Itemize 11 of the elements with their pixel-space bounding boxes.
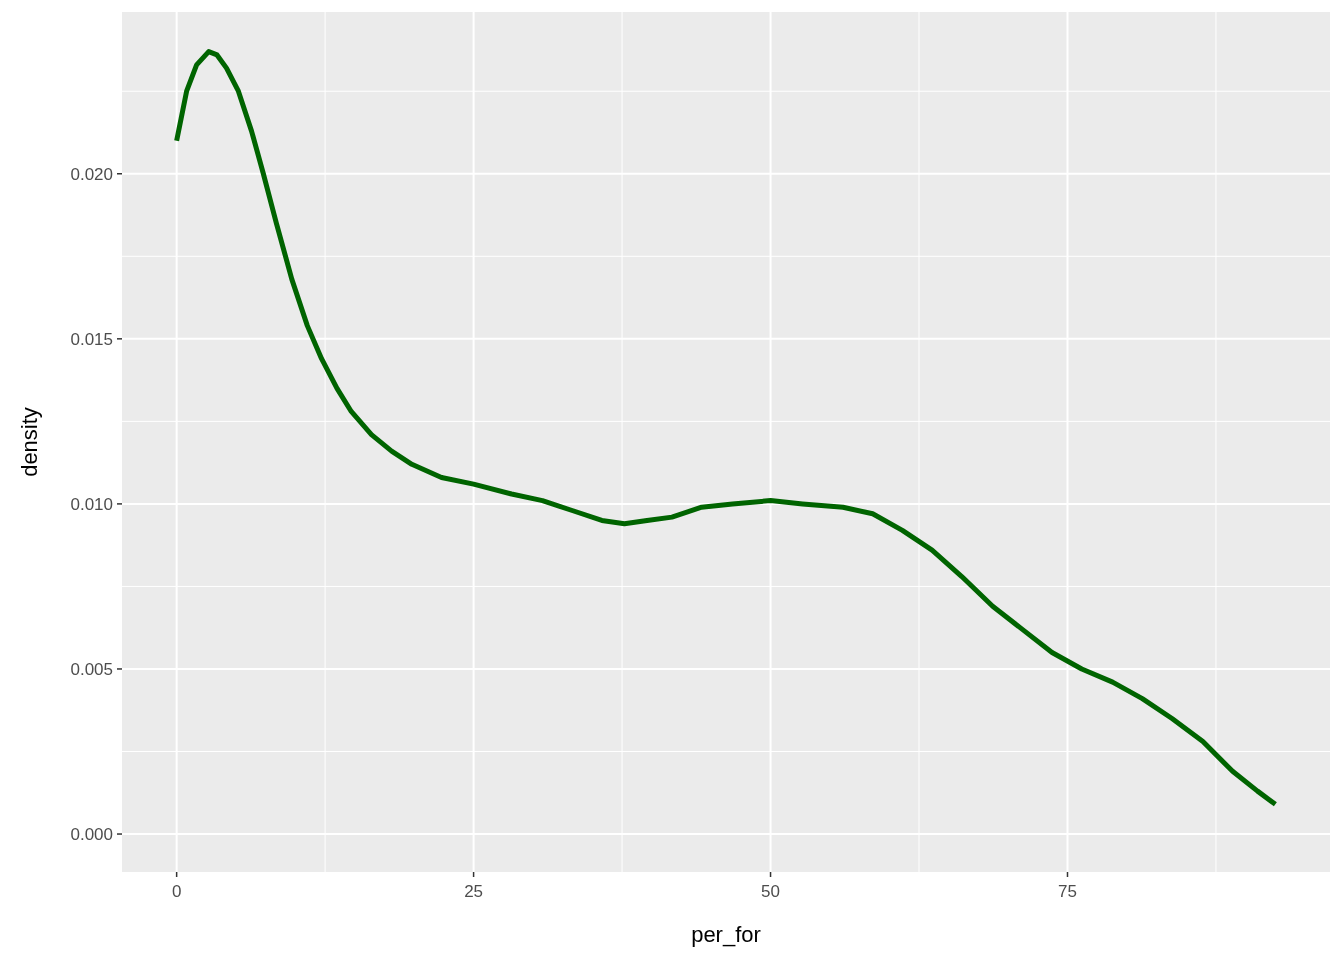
- y-tick-label: 0.005: [70, 659, 113, 679]
- y-tick-label: 0.010: [70, 494, 113, 514]
- y-tick-label: 0.015: [70, 329, 113, 349]
- y-tick-label: 0.020: [70, 164, 113, 184]
- x-axis-title: per_for: [691, 922, 761, 947]
- x-tick-label: 75: [1058, 882, 1077, 901]
- text: 0.000: [70, 824, 113, 844]
- x-tick-label: 0: [171, 882, 182, 901]
- y-axis-title: density: [17, 407, 42, 477]
- x-tick-label: 50: [761, 882, 780, 901]
- x-tick-label: 25: [464, 882, 484, 901]
